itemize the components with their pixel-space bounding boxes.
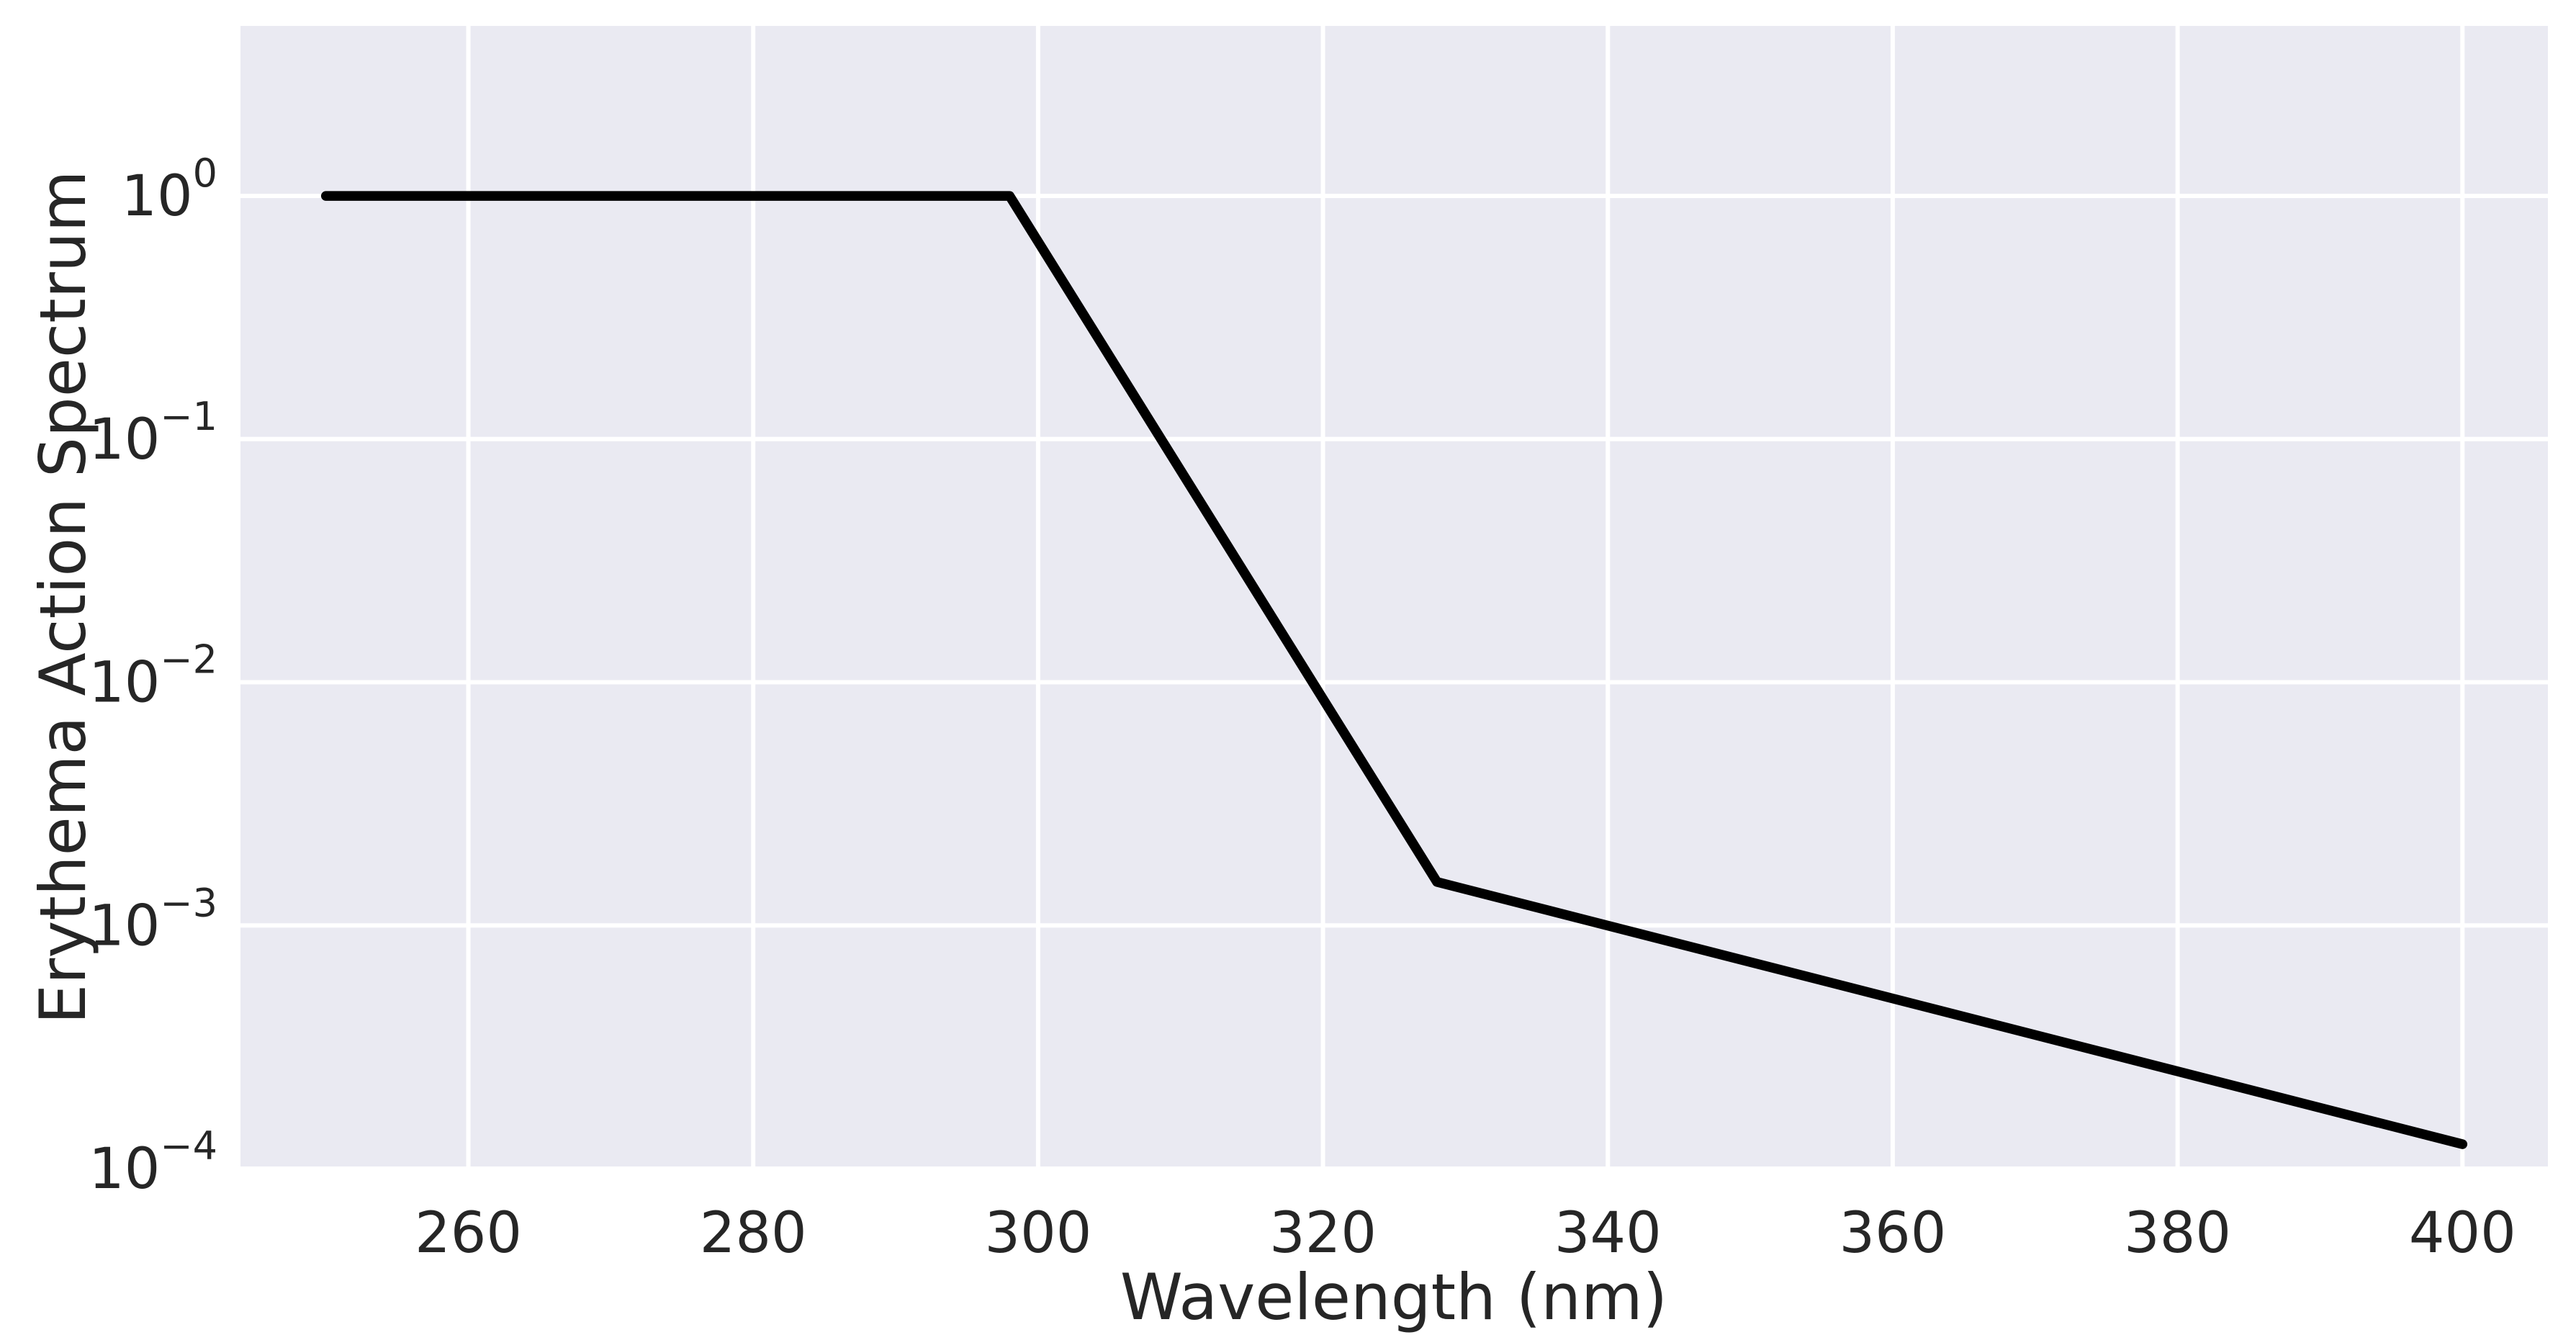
y-axis-label: Erythema Action Spectrum (26, 171, 100, 1025)
x-tick-label-260: 260 (415, 1201, 522, 1266)
y-tick-label-1e-2: 10−2 (89, 637, 217, 716)
x-tick-label-280: 280 (700, 1201, 807, 1266)
x-tick-label-360: 360 (1839, 1201, 1946, 1266)
x-tick-label-300: 300 (984, 1201, 1091, 1266)
x-tick-label-380: 380 (2124, 1201, 2231, 1266)
x-axis-label: Wavelength (nm) (1120, 1260, 1667, 1334)
y-tick-label-1e-1: 10−1 (89, 394, 217, 472)
y-tick-labels: 100 10−1 10−2 10−3 10−4 (89, 150, 217, 1202)
spectrum-line (320, 191, 2468, 1149)
plot-area (240, 26, 2548, 1169)
x-tick-labels: 260 280 300 320 340 360 380 400 (415, 1201, 2516, 1266)
x-tick-label-340: 340 (1554, 1201, 1662, 1266)
y-tick-label-1e-4: 10−4 (89, 1123, 217, 1202)
y-tick-label-1e0: 100 (121, 150, 217, 229)
x-tick-label-320: 320 (1269, 1201, 1377, 1266)
y-tick-label-1e-3: 10−3 (89, 880, 217, 958)
x-tick-label-400: 400 (2409, 1201, 2516, 1266)
